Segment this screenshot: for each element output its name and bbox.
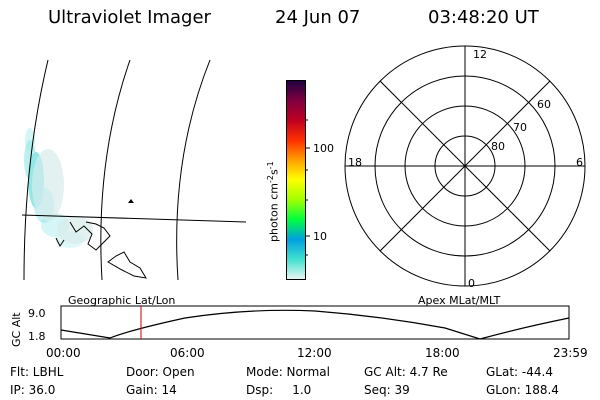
- gain-value: Gain: 14: [126, 383, 177, 397]
- mlat-label-70: 70: [513, 121, 527, 134]
- timeline-x-tick-0: 00:00: [46, 346, 81, 360]
- orbit-altitude-curve: [60, 309, 570, 340]
- color-scale-bar: [286, 80, 306, 280]
- ip-value: IP: 36.0: [10, 383, 56, 397]
- header-time: 03:48:20 UT: [428, 7, 539, 28]
- filter-value: Flt: LBHL: [10, 365, 64, 379]
- timeline-left-label: Geographic Lat/Lon: [68, 294, 176, 307]
- mlat-label-60: 60: [537, 98, 551, 111]
- seq-value: Seq: 39: [364, 383, 410, 397]
- timeline-x-tick-3: 18:00: [425, 346, 460, 360]
- dsp-value: Dsp: 1.0: [246, 383, 312, 397]
- timeline-right-label: Apex MLat/MLT: [418, 294, 501, 307]
- timeline-y-tick-low: 1.8: [28, 330, 46, 343]
- timeline-x-tick-1: 06:00: [170, 346, 205, 360]
- mlat-label-80: 80: [491, 140, 505, 153]
- mlt-label-0: 0: [468, 277, 475, 290]
- colorbar-tick-10: 10: [313, 230, 327, 243]
- timeline-y-tick-high: 9.0: [28, 307, 46, 320]
- glon-value: GLon: 188.4: [486, 383, 559, 397]
- subsatellite-marker: [128, 199, 134, 203]
- colorbar-tick-100: 100: [313, 142, 334, 155]
- mode-value: Mode: Normal: [246, 365, 330, 379]
- timeline-x-tick-4: 23:59: [553, 346, 588, 360]
- timeline-x-tick-2: 12:00: [297, 346, 332, 360]
- door-status: Door: Open: [126, 365, 195, 379]
- mlt-label-18: 18: [348, 156, 362, 169]
- glat-value: GLat: -44.4: [486, 365, 553, 379]
- mlt-label-12: 12: [473, 48, 487, 61]
- app-title: Ultraviolet Imager: [48, 7, 211, 28]
- gc-alt-value: GC Alt: 4.7 Re: [364, 365, 448, 379]
- mlt-label-6: 6: [576, 156, 583, 169]
- header-date: 24 Jun 07: [275, 7, 361, 28]
